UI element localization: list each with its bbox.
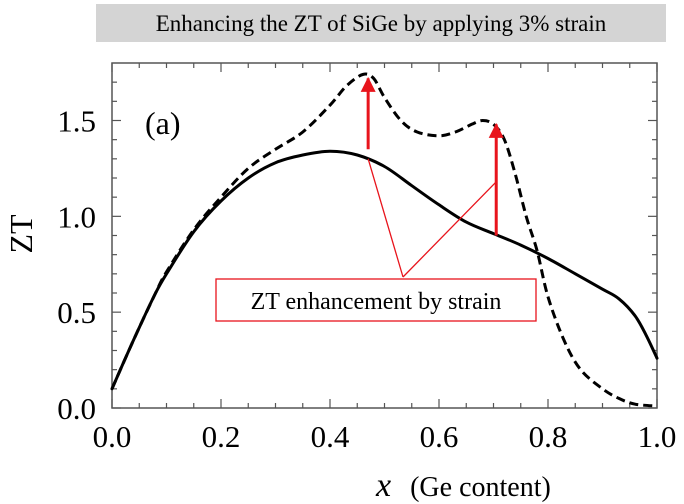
- unstrained-series-line: [110, 149, 659, 391]
- y-tick-label: 1.5: [57, 104, 96, 139]
- y-tick-label: 1.0: [57, 199, 96, 234]
- x-tick-label: 0.2: [202, 419, 241, 454]
- title-background: [96, 4, 666, 42]
- strained-series-line: [110, 72, 658, 408]
- x-tick-label: 0.6: [420, 419, 459, 454]
- y-tick-label: 0.0: [57, 391, 96, 426]
- annotation-pointer: [402, 181, 497, 278]
- plot-area: 0.0 0.2 0.4 0.6 0.8 1.0 0.0 0.5 1.0 1.5 ZT enhance…: [57, 62, 677, 454]
- annotation-text: ZT enhancement by strain: [251, 289, 502, 315]
- y-axis-label: ZT: [3, 214, 39, 254]
- panel-label: (a): [145, 105, 181, 141]
- x-axis-variable: x: [375, 467, 391, 504]
- x-tick-label: 1.0: [638, 419, 677, 454]
- x-tick-label: 0.8: [529, 419, 568, 454]
- x-tick-label: 0.0: [93, 419, 132, 454]
- annotation-box: [215, 278, 537, 322]
- annotation-pointer: [367, 158, 404, 278]
- x-tick-label: 0.4: [311, 419, 350, 454]
- x-axis-label: x (Ge content): [375, 467, 551, 504]
- y-tick-label: 0.5: [57, 295, 96, 330]
- x-axis-description: (Ge content): [410, 472, 551, 503]
- chart-title: Enhancing the ZT of SiGe by applying 3% …: [156, 11, 607, 36]
- plot-frame: [111, 62, 658, 409]
